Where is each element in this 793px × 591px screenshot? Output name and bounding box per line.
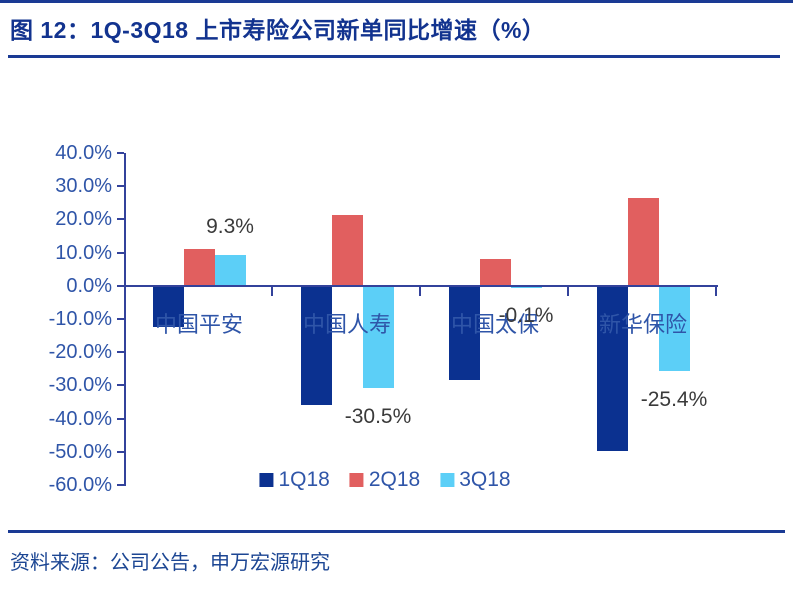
legend-swatch-icon <box>440 473 455 487</box>
y-axis-tick-label: -10.0% <box>48 308 112 330</box>
y-axis-tick <box>117 185 124 188</box>
legend-swatch-icon <box>349 473 364 487</box>
value-label: -30.5% <box>344 405 412 429</box>
value-label: -25.4% <box>640 388 708 412</box>
y-axis-tick <box>117 152 124 154</box>
x-axis-boundary-tick <box>271 287 273 296</box>
category-label: 中国太保 <box>450 312 539 337</box>
y-axis-tick-label: -60.0% <box>48 474 112 496</box>
x-axis-boundary-tick <box>715 287 717 296</box>
legend-item-3Q18: 3Q18 <box>440 468 511 492</box>
bar-2Q18-新华保险 <box>627 198 659 286</box>
y-axis-tick <box>117 251 124 254</box>
x-axis-zero-line <box>124 285 718 287</box>
x-axis-boundary-tick <box>419 287 421 296</box>
bar-3Q18-中国平安 <box>214 255 246 286</box>
category-label: 中国平安 <box>154 312 243 337</box>
bar-1Q18-中国太保 <box>448 287 480 380</box>
legend-item-2Q18: 2Q18 <box>349 468 421 492</box>
y-axis-tick <box>117 218 124 221</box>
bar-2Q18-中国人寿 <box>331 214 363 286</box>
value-label: -0.1% <box>498 304 554 328</box>
y-axis-tick <box>117 450 124 453</box>
y-axis-tick-label: -40.0% <box>48 407 112 430</box>
bar-chart: 40.0% 30.0% 20.0% 10.0% 0.0% -10.0% -20.0% -30.… <box>0 60 793 520</box>
bar-3Q18-中国太保 <box>510 287 542 288</box>
y-axis-tick-label: 20.0% <box>55 208 112 231</box>
top-border-rule <box>0 0 793 3</box>
y-axis-tick <box>117 484 124 486</box>
y-axis-tick-label: -50.0% <box>48 440 112 463</box>
title-underline-rule <box>8 55 780 58</box>
bar-2Q18-中国平安 <box>183 249 215 286</box>
y-axis-tick <box>117 284 124 287</box>
bottom-border-rule <box>8 530 785 533</box>
category-label: 新华保险 <box>598 312 687 337</box>
bar-3Q18-中国人寿 <box>362 287 394 389</box>
bar-1Q18-中国人寿 <box>300 287 332 405</box>
bar-3Q18-新华保险 <box>658 287 690 372</box>
chart-legend: 1Q18 2Q18 3Q18 <box>259 468 511 492</box>
y-axis-tick-label: 40.0% <box>55 142 112 164</box>
source-note: 资料来源：公司公告，申万宏源研究 <box>10 552 330 574</box>
y-axis-tick <box>117 384 124 387</box>
y-axis-tick-label: -20.0% <box>48 341 112 364</box>
figure-title: 图 12：1Q-3Q18 上市寿险公司新单同比增速（%） <box>10 17 546 43</box>
x-axis-boundary-tick <box>567 287 569 296</box>
y-axis-tick-label: 10.0% <box>55 241 112 264</box>
legend-label: 3Q18 <box>459 468 511 491</box>
category-label: 中国人寿 <box>302 312 391 337</box>
y-axis-tick-label: -30.0% <box>48 374 112 397</box>
y-axis-tick-label: 0.0% <box>66 274 112 297</box>
y-axis-tick-label: 30.0% <box>55 175 112 198</box>
legend-swatch-icon <box>259 473 274 487</box>
legend-item-1Q18: 1Q18 <box>259 468 330 492</box>
value-label: 9.3% <box>206 215 254 239</box>
y-axis-tick <box>117 351 124 354</box>
y-axis-tick <box>117 417 124 420</box>
bar-2Q18-中国太保 <box>479 259 511 286</box>
legend-label: 2Q18 <box>368 468 421 491</box>
y-axis-tick <box>117 318 124 320</box>
bar-1Q18-新华保险 <box>596 287 628 452</box>
legend-label: 1Q18 <box>278 468 330 491</box>
y-axis-line <box>124 153 126 486</box>
bar-1Q18-中国平安 <box>152 287 184 327</box>
